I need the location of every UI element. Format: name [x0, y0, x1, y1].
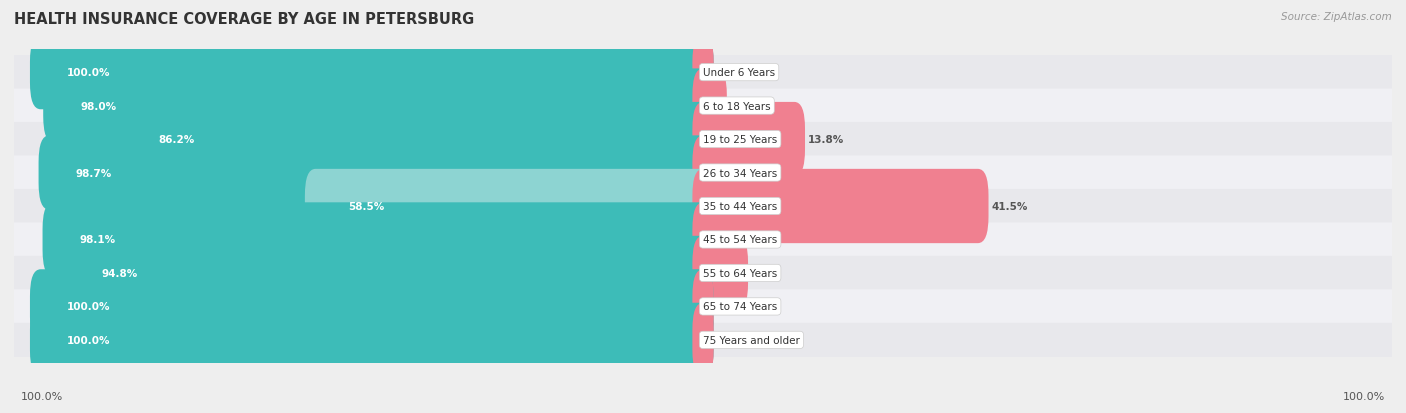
FancyBboxPatch shape — [44, 69, 714, 143]
Text: 5.2%: 5.2% — [751, 268, 780, 278]
Text: 98.0%: 98.0% — [80, 101, 117, 112]
FancyBboxPatch shape — [692, 136, 723, 210]
Text: 98.1%: 98.1% — [80, 235, 115, 245]
Text: 26 to 34 Years: 26 to 34 Years — [703, 168, 778, 178]
FancyBboxPatch shape — [30, 303, 714, 377]
FancyBboxPatch shape — [692, 69, 727, 143]
Text: 65 to 74 Years: 65 to 74 Years — [703, 301, 778, 312]
FancyBboxPatch shape — [14, 89, 1392, 123]
Text: 94.8%: 94.8% — [101, 268, 138, 278]
Text: HEALTH INSURANCE COVERAGE BY AGE IN PETERSBURG: HEALTH INSURANCE COVERAGE BY AGE IN PETE… — [14, 12, 474, 27]
Text: 100.0%: 100.0% — [67, 301, 111, 312]
FancyBboxPatch shape — [692, 103, 806, 177]
FancyBboxPatch shape — [692, 236, 748, 310]
Text: 6 to 18 Years: 6 to 18 Years — [703, 101, 770, 112]
Text: 35 to 44 Years: 35 to 44 Years — [703, 202, 778, 211]
FancyBboxPatch shape — [14, 156, 1392, 190]
Text: 19 to 25 Years: 19 to 25 Years — [703, 135, 778, 145]
Text: 0.0%: 0.0% — [716, 335, 745, 345]
Text: Under 6 Years: Under 6 Years — [703, 68, 775, 78]
Text: 86.2%: 86.2% — [159, 135, 194, 145]
Text: 41.5%: 41.5% — [991, 202, 1028, 211]
FancyBboxPatch shape — [38, 136, 714, 210]
FancyBboxPatch shape — [14, 123, 1392, 157]
FancyBboxPatch shape — [692, 303, 714, 377]
Text: Source: ZipAtlas.com: Source: ZipAtlas.com — [1281, 12, 1392, 22]
FancyBboxPatch shape — [14, 223, 1392, 257]
FancyBboxPatch shape — [14, 323, 1392, 357]
FancyBboxPatch shape — [692, 203, 725, 277]
Text: 0.0%: 0.0% — [716, 301, 745, 312]
Text: 75 Years and older: 75 Years and older — [703, 335, 800, 345]
FancyBboxPatch shape — [30, 270, 714, 344]
Text: 100.0%: 100.0% — [67, 68, 111, 78]
FancyBboxPatch shape — [692, 270, 714, 344]
FancyBboxPatch shape — [121, 103, 714, 177]
FancyBboxPatch shape — [692, 36, 714, 110]
FancyBboxPatch shape — [14, 290, 1392, 324]
FancyBboxPatch shape — [14, 56, 1392, 90]
FancyBboxPatch shape — [65, 236, 714, 310]
Text: 55 to 64 Years: 55 to 64 Years — [703, 268, 778, 278]
FancyBboxPatch shape — [14, 190, 1392, 223]
FancyBboxPatch shape — [305, 169, 714, 244]
FancyBboxPatch shape — [30, 36, 714, 110]
Text: 100.0%: 100.0% — [67, 335, 111, 345]
Text: 13.8%: 13.8% — [807, 135, 844, 145]
Text: 1.9%: 1.9% — [728, 235, 758, 245]
Text: 2.0%: 2.0% — [730, 101, 758, 112]
Text: 0.0%: 0.0% — [716, 68, 745, 78]
Text: 98.7%: 98.7% — [76, 168, 112, 178]
Text: 58.5%: 58.5% — [349, 202, 385, 211]
FancyBboxPatch shape — [42, 203, 714, 277]
Text: 45 to 54 Years: 45 to 54 Years — [703, 235, 778, 245]
Text: 100.0%: 100.0% — [21, 391, 63, 401]
FancyBboxPatch shape — [14, 256, 1392, 290]
Text: 100.0%: 100.0% — [1343, 391, 1385, 401]
Text: 1.3%: 1.3% — [725, 168, 754, 178]
FancyBboxPatch shape — [692, 169, 988, 244]
